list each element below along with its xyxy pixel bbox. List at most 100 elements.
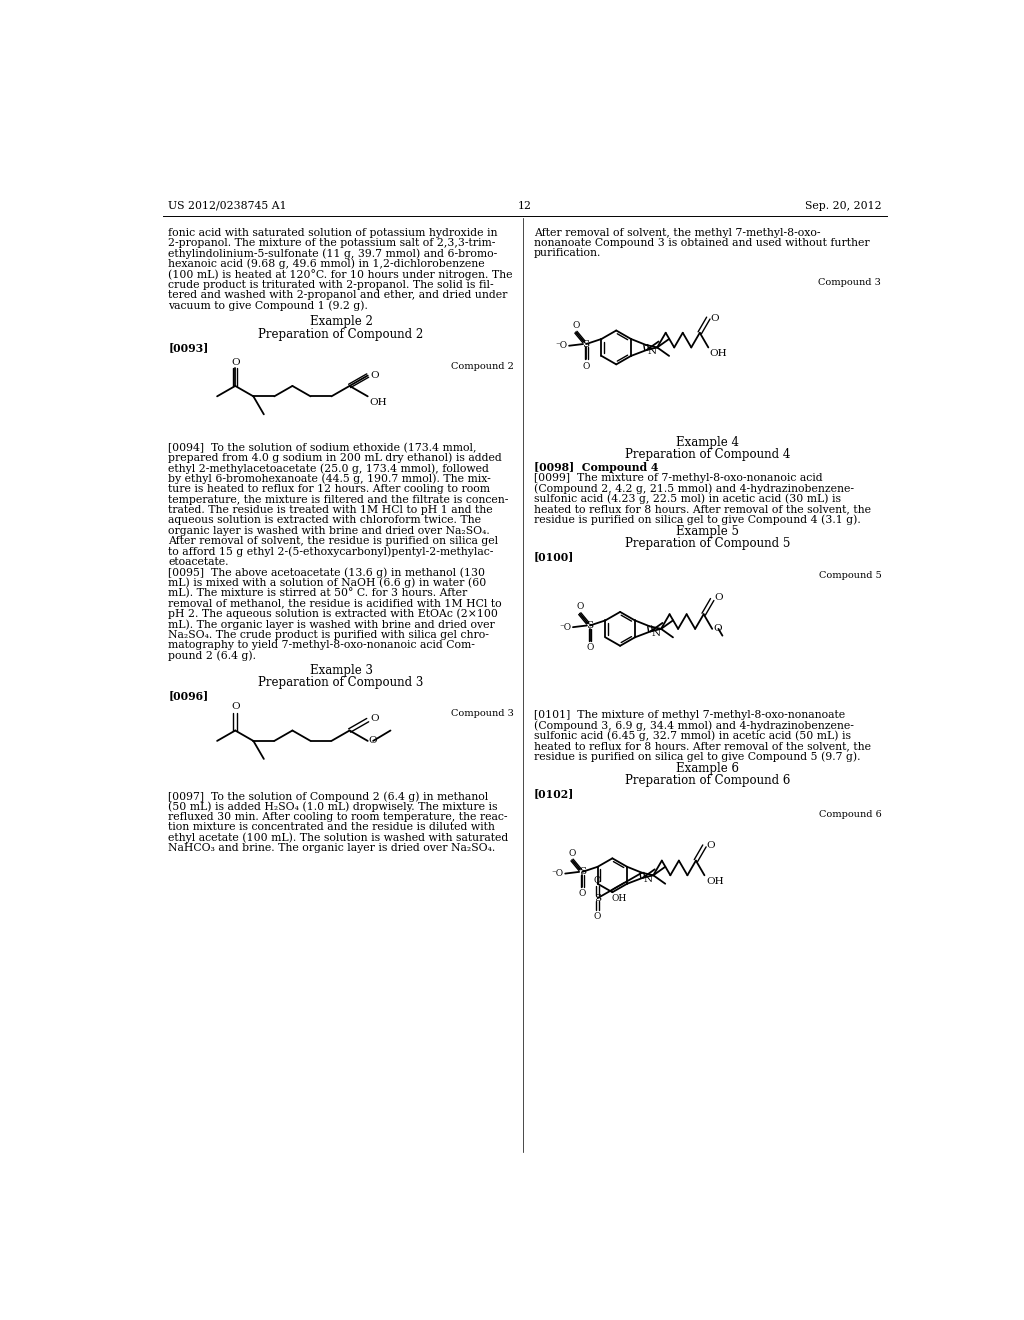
Text: [0099]  The mixture of 7-methyl-8-oxo-nonanoic acid: [0099] The mixture of 7-methyl-8-oxo-non… <box>535 473 822 483</box>
Text: N: N <box>651 628 660 638</box>
Text: pound 2 (6.4 g).: pound 2 (6.4 g). <box>168 651 256 661</box>
Text: Sep. 20, 2012: Sep. 20, 2012 <box>805 201 882 211</box>
Text: Compound 3: Compound 3 <box>818 279 882 288</box>
Text: to afford 15 g ethyl 2-(5-ethoxycarbonyl)pentyl-2-methylac-: to afford 15 g ethyl 2-(5-ethoxycarbonyl… <box>168 546 494 557</box>
Text: O: O <box>715 594 723 602</box>
Text: ture is heated to reflux for 12 hours. After cooling to room: ture is heated to reflux for 12 hours. A… <box>168 484 490 494</box>
Text: (100 mL) is heated at 120°C. for 10 hours under nitrogen. The: (100 mL) is heated at 120°C. for 10 hour… <box>168 269 513 280</box>
Text: OH: OH <box>370 397 387 407</box>
Text: crude product is triturated with 2-propanol. The solid is fil-: crude product is triturated with 2-propa… <box>168 280 494 289</box>
Text: OH: OH <box>710 348 727 358</box>
Text: by ethyl 6-bromohexanoate (44.5 g, 190.7 mmol). The mix-: by ethyl 6-bromohexanoate (44.5 g, 190.7… <box>168 474 492 484</box>
Text: sulfonic acid (6.45 g, 32.7 mmol) in acetic acid (50 mL) is: sulfonic acid (6.45 g, 32.7 mmol) in ace… <box>535 730 851 741</box>
Text: O: O <box>572 321 580 330</box>
Text: O: O <box>231 358 240 367</box>
Text: Preparation of Compound 6: Preparation of Compound 6 <box>625 774 791 787</box>
Text: mL). The organic layer is washed with brine and dried over: mL). The organic layer is washed with br… <box>168 619 495 630</box>
Text: aqueous solution is extracted with chloroform twice. The: aqueous solution is extracted with chlor… <box>168 515 481 525</box>
Text: (50 mL) is added H₂SO₄ (1.0 mL) dropwisely. The mixture is: (50 mL) is added H₂SO₄ (1.0 mL) dropwise… <box>168 801 498 812</box>
Text: mL). The mixture is stirred at 50° C. for 3 hours. After: mL). The mixture is stirred at 50° C. fo… <box>168 589 468 599</box>
Text: ethyl acetate (100 mL). The solution is washed with saturated: ethyl acetate (100 mL). The solution is … <box>168 833 509 843</box>
Text: residue is purified on silica gel to give Compound 5 (9.7 g).: residue is purified on silica gel to giv… <box>535 751 860 762</box>
Text: 2-propanol. The mixture of the potassium salt of 2,3,3-trim-: 2-propanol. The mixture of the potassium… <box>168 238 496 248</box>
Text: [0102]: [0102] <box>535 788 574 799</box>
Text: Example 2: Example 2 <box>309 315 373 329</box>
Text: Preparation of Compound 3: Preparation of Compound 3 <box>258 676 424 689</box>
Text: hexanoic acid (9.68 g, 49.6 mmol) in 1,2-dichlorobenzene: hexanoic acid (9.68 g, 49.6 mmol) in 1,2… <box>168 259 485 269</box>
Text: S: S <box>583 339 590 348</box>
Text: NaHCO₃ and brine. The organic layer is dried over Na₂SO₄.: NaHCO₃ and brine. The organic layer is d… <box>168 843 496 853</box>
Text: etoacetate.: etoacetate. <box>168 557 228 566</box>
Text: heated to reflux for 8 hours. After removal of the solvent, the: heated to reflux for 8 hours. After remo… <box>535 504 871 513</box>
Text: S: S <box>579 867 586 876</box>
Text: O: O <box>577 602 584 611</box>
Text: O: O <box>231 702 240 711</box>
Text: Compound 3: Compound 3 <box>452 709 514 718</box>
Text: matography to yield 7-methyl-8-oxo-nonanoic acid Com-: matography to yield 7-methyl-8-oxo-nonan… <box>168 640 475 649</box>
Text: O: O <box>594 912 601 920</box>
Text: mL) is mixed with a solution of NaOH (6.6 g) in water (60: mL) is mixed with a solution of NaOH (6.… <box>168 578 486 589</box>
Text: [0100]: [0100] <box>535 550 574 562</box>
Text: O: O <box>568 849 575 858</box>
Text: [0094]  To the solution of sodium ethoxide (173.4 mmol,: [0094] To the solution of sodium ethoxid… <box>168 442 477 453</box>
Text: ⁻O: ⁻O <box>555 342 567 350</box>
Text: S: S <box>587 620 594 630</box>
Text: nonanoate Compound 3 is obtained and used without further: nonanoate Compound 3 is obtained and use… <box>535 238 869 248</box>
Text: vacuum to give Compound 1 (9.2 g).: vacuum to give Compound 1 (9.2 g). <box>168 301 369 312</box>
Text: [0098]  Compound 4: [0098] Compound 4 <box>535 462 658 473</box>
Text: ethyl 2-methylacetoacetate (25.0 g, 173.4 mmol), followed: ethyl 2-methylacetoacetate (25.0 g, 173.… <box>168 463 489 474</box>
Text: 12: 12 <box>518 201 531 211</box>
Text: US 2012/0238745 A1: US 2012/0238745 A1 <box>168 201 287 211</box>
Text: O: O <box>579 890 586 899</box>
Text: OH: OH <box>706 876 724 886</box>
Text: O: O <box>583 362 590 371</box>
Text: Compound 2: Compound 2 <box>452 362 514 371</box>
Text: residue is purified on silica gel to give Compound 4 (3.1 g).: residue is purified on silica gel to giv… <box>535 515 861 525</box>
Text: pH 2. The aqueous solution is extracted with EtOAc (2×100: pH 2. The aqueous solution is extracted … <box>168 609 498 619</box>
Text: [0096]: [0096] <box>168 690 209 701</box>
Text: temperature, the mixture is filtered and the filtrate is concen-: temperature, the mixture is filtered and… <box>168 495 509 504</box>
Text: [0093]: [0093] <box>168 342 209 352</box>
Text: Preparation of Compound 4: Preparation of Compound 4 <box>625 449 791 461</box>
Text: N: N <box>643 875 652 884</box>
Text: heated to reflux for 8 hours. After removal of the solvent, the: heated to reflux for 8 hours. After remo… <box>535 741 871 751</box>
Text: S: S <box>594 894 601 903</box>
Text: trated. The residue is treated with 1M HCl to pH 1 and the: trated. The residue is treated with 1M H… <box>168 506 493 515</box>
Text: O: O <box>369 737 377 746</box>
Text: Compound 6: Compound 6 <box>818 810 882 818</box>
Text: [0101]  The mixture of methyl 7-methyl-8-oxo-nonanoate: [0101] The mixture of methyl 7-methyl-8-… <box>535 710 845 719</box>
Text: [0097]  To the solution of Compound 2 (6.4 g) in methanol: [0097] To the solution of Compound 2 (6.… <box>168 791 488 801</box>
Text: sulfonic acid (4.23 g, 22.5 mol) in acetic acid (30 mL) is: sulfonic acid (4.23 g, 22.5 mol) in acet… <box>535 494 841 504</box>
Text: After removal of solvent, the methyl 7-methyl-8-oxo-: After removal of solvent, the methyl 7-m… <box>535 227 820 238</box>
Text: ⁻O: ⁻O <box>559 623 571 632</box>
Text: Example 3: Example 3 <box>309 664 373 677</box>
Text: O: O <box>587 643 594 652</box>
Text: Compound 5: Compound 5 <box>818 572 882 579</box>
Text: O: O <box>713 624 722 634</box>
Text: prepared from 4.0 g sodium in 200 mL dry ethanol) is added: prepared from 4.0 g sodium in 200 mL dry… <box>168 453 502 463</box>
Text: O: O <box>707 841 716 850</box>
Text: Example 5: Example 5 <box>676 524 739 537</box>
Text: (Compound 2, 4.2 g, 21.5 mmol) and 4-hydrazinobenzene-: (Compound 2, 4.2 g, 21.5 mmol) and 4-hyd… <box>535 483 854 494</box>
Text: [0095]  The above acetoacetate (13.6 g) in methanol (130: [0095] The above acetoacetate (13.6 g) i… <box>168 568 485 578</box>
Text: O: O <box>711 314 719 322</box>
Text: OH: OH <box>611 894 627 903</box>
Text: ethylindolinium-5-sulfonate (11 g, 39.7 mmol) and 6-bromo-: ethylindolinium-5-sulfonate (11 g, 39.7 … <box>168 248 498 259</box>
Text: removal of methanol, the residue is acidified with 1M HCl to: removal of methanol, the residue is acid… <box>168 598 502 609</box>
Text: Preparation of Compound 2: Preparation of Compound 2 <box>258 327 424 341</box>
Text: After removal of solvent, the residue is purified on silica gel: After removal of solvent, the residue is… <box>168 536 499 546</box>
Text: Preparation of Compound 5: Preparation of Compound 5 <box>625 537 791 550</box>
Text: tered and washed with 2-propanol and ether, and dried under: tered and washed with 2-propanol and eth… <box>168 290 508 300</box>
Text: Example 4: Example 4 <box>676 436 739 449</box>
Text: organic layer is washed with brine and dried over Na₂SO₄.: organic layer is washed with brine and d… <box>168 525 490 536</box>
Text: O: O <box>370 371 379 380</box>
Text: tion mixture is concentrated and the residue is diluted with: tion mixture is concentrated and the res… <box>168 822 496 832</box>
Text: O: O <box>594 875 601 884</box>
Text: N: N <box>647 347 656 356</box>
Text: ⁻O: ⁻O <box>552 869 563 878</box>
Text: O: O <box>370 714 379 723</box>
Text: purification.: purification. <box>535 248 601 259</box>
Text: (Compound 3, 6.9 g, 34.4 mmol) and 4-hydrazinobenzene-: (Compound 3, 6.9 g, 34.4 mmol) and 4-hyd… <box>535 721 854 731</box>
Text: Na₂SO₄. The crude product is purified with silica gel chro-: Na₂SO₄. The crude product is purified wi… <box>168 630 489 640</box>
Text: Example 6: Example 6 <box>676 762 739 775</box>
